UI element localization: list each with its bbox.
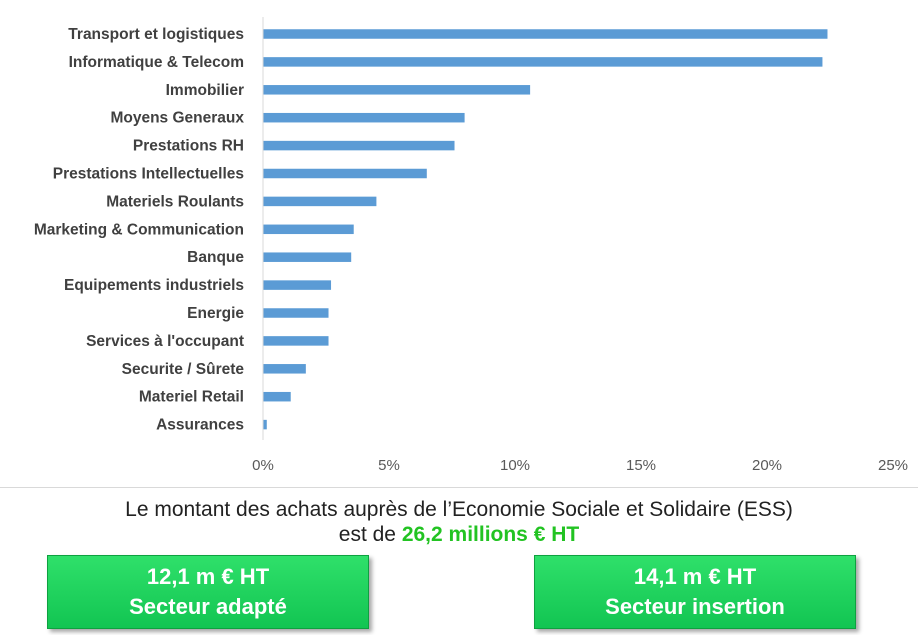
summary-line-2: est de 26,2 millions € HT — [0, 522, 918, 547]
category-label: Materiels Roulants — [106, 193, 244, 210]
category-labels: Transport et logistiques Informatique & T… — [34, 26, 245, 434]
bar — [263, 419, 267, 430]
secteur-insertion-label: Secteur insertion — [605, 594, 785, 619]
bar — [263, 85, 531, 95]
summary-line-1: Le montant des achats auprès de l’Econom… — [125, 498, 793, 521]
category-label: Banque — [187, 249, 244, 266]
category-label: Energie — [187, 305, 244, 322]
bar — [263, 57, 823, 67]
bar — [263, 280, 332, 290]
summary-amount: 26,2 millions € HT — [401, 523, 580, 546]
category-label: Prestations Intellectuelles — [53, 166, 244, 183]
bar — [263, 112, 465, 123]
x-tick-label: 5% — [378, 457, 400, 474]
secteur-adapte-box: 12,1 m € HT Secteur adapté — [47, 555, 369, 629]
category-label: Assurances — [156, 417, 244, 434]
x-tick-label: 15% — [626, 457, 656, 474]
x-tick-label: 20% — [752, 457, 782, 474]
bar — [263, 252, 352, 262]
summary-text: Le montant des achats auprès de l’Econom… — [0, 497, 918, 547]
x-tick-label: 0% — [252, 457, 274, 474]
x-tick-label: 10% — [500, 457, 530, 474]
secteur-insertion-amount: 14,1 m € HT — [633, 564, 757, 589]
bar — [263, 308, 329, 318]
bar — [263, 140, 455, 151]
bars-group — [263, 29, 828, 430]
bar — [263, 196, 377, 207]
category-label: Securite / Sûrete — [122, 361, 245, 378]
bar — [263, 336, 329, 346]
secteur-adapte-label: Secteur adapté — [129, 594, 287, 619]
secteur-adapte-amount: 12,1 m € HT — [146, 564, 270, 589]
category-label: Moyens Generaux — [110, 110, 244, 127]
bar-chart: Transport et logistiques Informatique & T… — [34, 17, 908, 474]
bar — [263, 168, 427, 179]
secteur-insertion-box: 14,1 m € HT Secteur insertion — [534, 555, 856, 629]
divider — [0, 487, 918, 488]
bar — [263, 224, 354, 235]
category-label: Marketing & Communication — [34, 221, 244, 238]
category-label: Prestations RH — [133, 138, 244, 155]
x-tick-labels: 0% 5% 10% 15% 20% 25% — [252, 457, 908, 474]
category-label: Immobilier — [166, 82, 244, 99]
category-label: Materiel Retail — [139, 389, 244, 406]
summary-prefix: est de — [338, 523, 402, 546]
bar — [263, 391, 291, 402]
x-tick-label: 25% — [878, 457, 908, 474]
category-label: Transport et logistiques — [68, 26, 244, 43]
category-label: Informatique & Telecom — [69, 54, 244, 71]
bar — [263, 364, 306, 374]
category-label: Services à l'occupant — [86, 333, 244, 350]
category-label: Equipements industriels — [64, 277, 244, 294]
bar — [263, 29, 828, 39]
